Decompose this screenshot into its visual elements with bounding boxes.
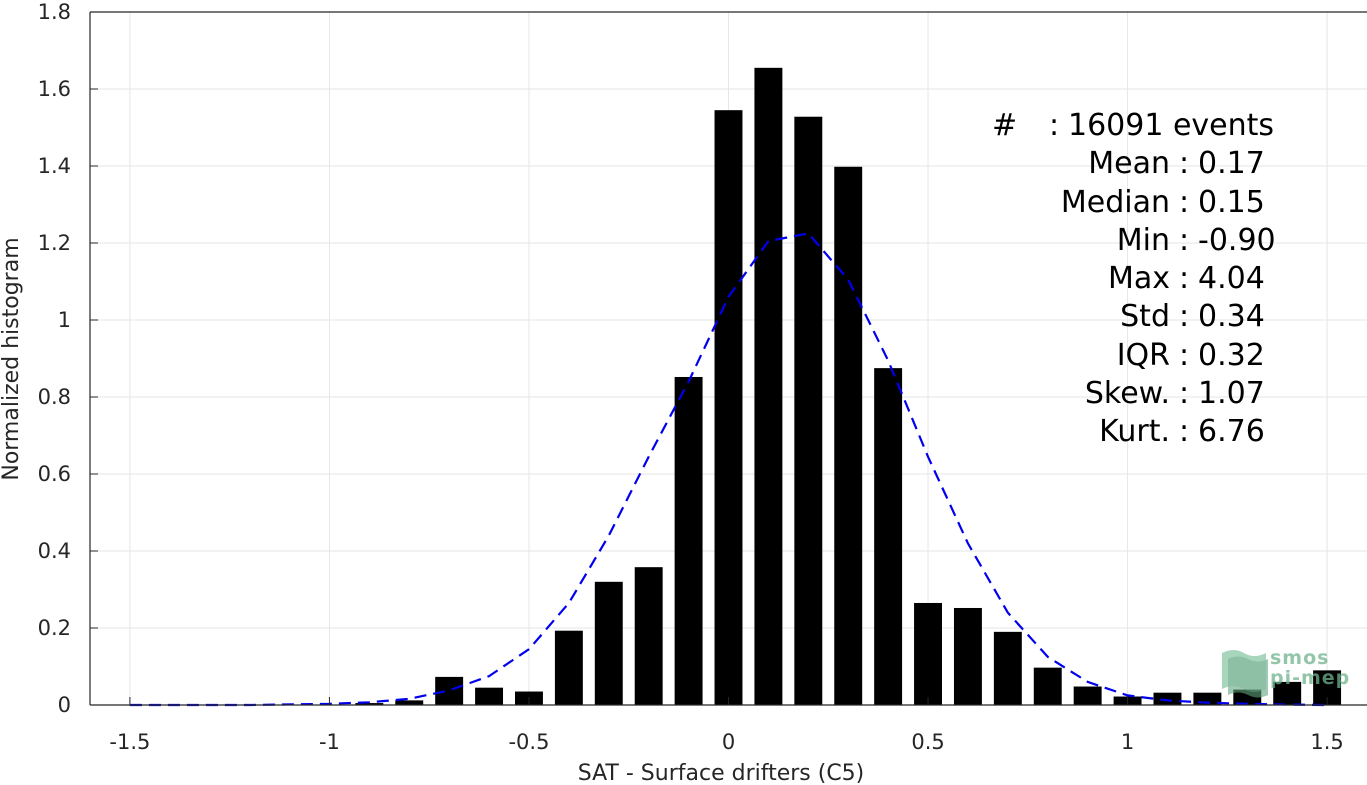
histogram-bar xyxy=(475,687,504,705)
y-tick-label: 0.6 xyxy=(38,462,71,486)
stat-separator: : xyxy=(1178,337,1190,373)
stat-row: Median:0.15 xyxy=(960,184,1290,222)
stat-label: Min xyxy=(1116,222,1170,258)
stat-row: #:16091 events xyxy=(960,107,1290,145)
smos-pimep-logo: smos pi-mep xyxy=(1218,645,1358,700)
tick-labels: -1.5 -1 -0.5 0 0.5 1 1.5 0 0.2 0.4 0.6 0.8 1 1.2 1.4 1.… xyxy=(38,0,1344,754)
stat-label: # xyxy=(992,108,1018,143)
y-tick-label: 1.2 xyxy=(38,231,71,255)
stat-row: Max:4.04 xyxy=(960,260,1290,298)
histogram-bar xyxy=(1273,681,1302,705)
stat-row: Std:0.34 xyxy=(960,298,1290,336)
stat-label: Skew. xyxy=(1084,376,1170,412)
y-tick-label: 1 xyxy=(58,308,71,332)
gaussian-fit-curve xyxy=(129,232,1328,707)
stat-separator: : xyxy=(1178,414,1190,450)
y-tick-label: 0.2 xyxy=(38,616,71,640)
stat-separator: : xyxy=(1178,261,1190,297)
stat-separator: : xyxy=(1178,299,1190,335)
stat-label: IQR xyxy=(1116,337,1170,373)
histogram-bar xyxy=(754,67,783,705)
stat-value: 0.17 xyxy=(1198,146,1265,182)
stat-value: 0.15 xyxy=(1198,184,1265,220)
histogram-bar xyxy=(1153,692,1182,705)
histogram-bar xyxy=(1033,667,1062,705)
stat-row: Mean:0.17 xyxy=(960,145,1290,183)
stat-value: 6.76 xyxy=(1198,414,1265,450)
stat-row: Kurt.:6.76 xyxy=(960,413,1290,451)
histogram-bar xyxy=(1073,686,1102,705)
stat-separator: : xyxy=(1178,376,1190,412)
histogram-bar xyxy=(355,703,384,705)
histogram-bar xyxy=(674,376,703,705)
histogram-bar xyxy=(554,630,583,705)
y-tick-label: 1.4 xyxy=(38,154,71,178)
stat-value: 0.34 xyxy=(1198,299,1265,335)
histogram-bar xyxy=(953,607,982,705)
histogram-bar xyxy=(395,700,424,705)
stat-value: 16091 events xyxy=(1068,108,1275,143)
x-axis-label: SAT - Surface drifters (C5) xyxy=(578,761,865,785)
stat-label: Mean xyxy=(1088,146,1170,182)
fit-curve-group xyxy=(129,232,1328,707)
stat-value: 0.32 xyxy=(1198,337,1265,373)
x-tick-label: 0 xyxy=(722,730,735,754)
stat-separator: : xyxy=(1178,222,1190,258)
x-tick-label: 0.5 xyxy=(911,730,944,754)
stat-label: Max xyxy=(1107,261,1170,297)
stat-value: 4.04 xyxy=(1198,261,1265,297)
histogram-bar xyxy=(874,368,903,705)
stat-row: IQR:0.32 xyxy=(960,337,1290,375)
histogram-bar xyxy=(914,602,942,705)
stat-value: -0.90 xyxy=(1198,222,1276,258)
x-tick-label: 1 xyxy=(1121,730,1134,754)
histogram-bar xyxy=(714,110,743,706)
stat-label: Median xyxy=(1060,184,1170,220)
histogram-bar xyxy=(594,581,623,705)
histogram-bar xyxy=(794,116,823,706)
x-tick-label: 1.5 xyxy=(1310,730,1343,754)
logo-text-line1: smos xyxy=(1270,647,1330,669)
histogram-bar xyxy=(435,676,464,705)
histogram-bars xyxy=(355,67,1342,706)
x-tick-label: -0.5 xyxy=(508,730,549,754)
histogram-bar xyxy=(993,631,1022,705)
y-tick-label: 1.8 xyxy=(38,0,71,24)
histogram-bar xyxy=(834,166,863,705)
stat-label: Kurt. xyxy=(1099,414,1170,450)
x-tick-label: -1.5 xyxy=(109,730,150,754)
stat-label: Std xyxy=(1120,299,1170,335)
x-tick-label: -1 xyxy=(319,730,340,754)
y-tick-label: 0.4 xyxy=(38,539,71,563)
axes xyxy=(89,11,1367,706)
histogram-bar xyxy=(634,567,663,705)
stat-separator: : xyxy=(1048,108,1060,143)
logo-wave-icon xyxy=(1222,650,1268,698)
y-tick-label: 0 xyxy=(58,693,71,717)
y-tick-label: 1.6 xyxy=(38,77,71,101)
y-axis-label: Normalized histogram xyxy=(0,237,24,480)
stat-separator: : xyxy=(1178,146,1190,182)
stat-value: 1.07 xyxy=(1198,376,1265,412)
statistics-annotation: #:16091 events Mean:0.17 Median:0.15 Min: -0… xyxy=(960,107,1290,452)
stat-row: Skew.:1.07 xyxy=(960,375,1290,413)
y-tick-label: 0.8 xyxy=(38,385,71,409)
stat-separator: : xyxy=(1178,184,1190,220)
stat-row: Min: -0.90 xyxy=(960,222,1290,260)
logo-text-line2: pi-mep xyxy=(1270,667,1351,689)
